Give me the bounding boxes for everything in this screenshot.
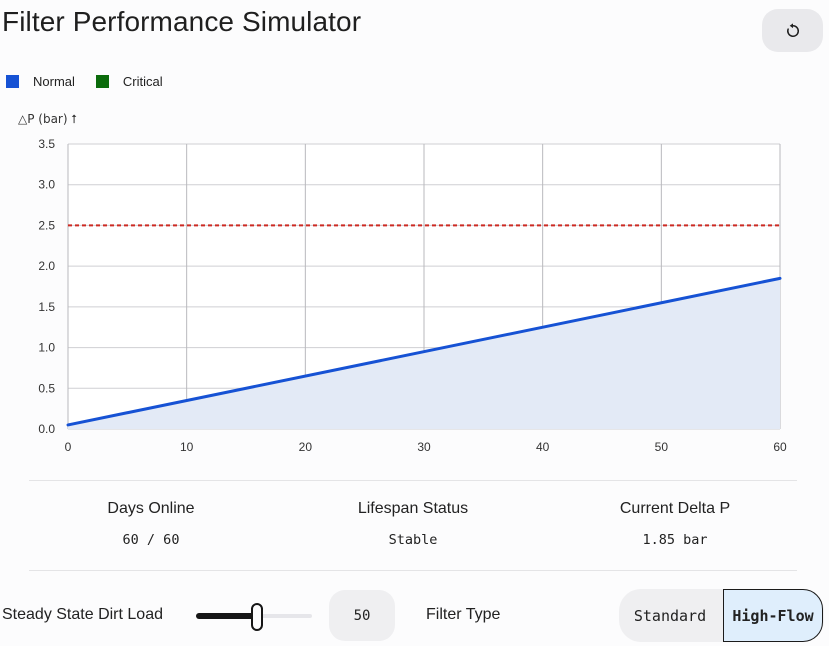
y-tick-label: 3.5: [38, 137, 55, 151]
x-tick-label: 40: [536, 440, 550, 454]
reset-icon: [784, 22, 802, 40]
x-tick-label: 30: [417, 440, 431, 454]
stat-label-current-delta-p: Current Delta P: [619, 500, 731, 517]
y-tick-label: 3.0: [38, 178, 55, 192]
stat-label-lifespan-status: Lifespan Status: [357, 500, 469, 517]
y-tick-label: 0.0: [38, 422, 55, 436]
legend-label-normal: Normal: [33, 74, 75, 89]
x-tick-label: 20: [299, 440, 313, 454]
stat-value-days-online: 60 / 60: [122, 532, 180, 548]
pressure-chart: 0.0 0.5 1.0 1.5 2.0 2.5 3.0 3.5 0 10 20 30 40 50 60 △P …: [0, 104, 829, 464]
filter-type-toggle: Standard High-Flow: [619, 589, 824, 642]
y-tick-label: 2.0: [38, 259, 55, 273]
filter-type-label: Filter Type: [426, 606, 501, 623]
page-title: Filter Performance Simulator: [2, 6, 362, 37]
x-tick-label: 0: [65, 440, 72, 454]
filter-option-standard[interactable]: Standard: [633, 606, 707, 625]
stat-value-lifespan-status: Stable: [388, 532, 438, 548]
y-tick-label: 1.5: [38, 300, 55, 314]
dirt-load-label: Steady State Dirt Load: [2, 606, 163, 623]
y-tick-label: 2.5: [38, 218, 55, 232]
y-tick-label: 1.0: [38, 341, 55, 355]
filter-option-high-flow[interactable]: High-Flow: [723, 589, 823, 642]
stat-label-days-online: Days Online: [107, 500, 195, 517]
stat-current-delta-p: Current Delta P 1.85 bar: [555, 500, 795, 548]
dirt-load-value-input[interactable]: 50: [329, 590, 395, 641]
y-tick-label: 0.5: [38, 381, 55, 395]
y-axis-label: △P (bar) ⭡: [18, 112, 77, 126]
stats-divider-top: [29, 480, 797, 481]
x-tick-label: 50: [655, 440, 669, 454]
stats-divider-bottom: [29, 570, 797, 571]
pressure-chart-svg: 0.0 0.5 1.0 1.5 2.0 2.5 3.0 3.5 0 10 20 30 40 50 60 △P …: [18, 112, 787, 454]
x-tick-label: 60: [773, 440, 787, 454]
slider-thumb[interactable]: [251, 603, 263, 631]
stat-lifespan-status: Lifespan Status Stable: [293, 500, 533, 548]
legend-item-critical[interactable]: Critical: [95, 74, 163, 89]
dirt-load-slider[interactable]: [196, 603, 312, 631]
series-line-normal: [66, 276, 782, 427]
legend-item-normal[interactable]: Normal: [6, 74, 75, 89]
legend-swatch-critical: [95, 75, 109, 88]
stat-value-current-delta-p: 1.85 bar: [642, 532, 708, 548]
chart-legend: Normal Critical: [6, 74, 184, 89]
legend-swatch-normal: [6, 75, 19, 88]
legend-label-critical: Critical: [122, 74, 163, 89]
reset-button[interactable]: [762, 9, 823, 52]
slider-fill: [196, 613, 254, 619]
stat-days-online: Days Online 60 / 60: [31, 500, 271, 548]
x-tick-label: 10: [180, 440, 194, 454]
